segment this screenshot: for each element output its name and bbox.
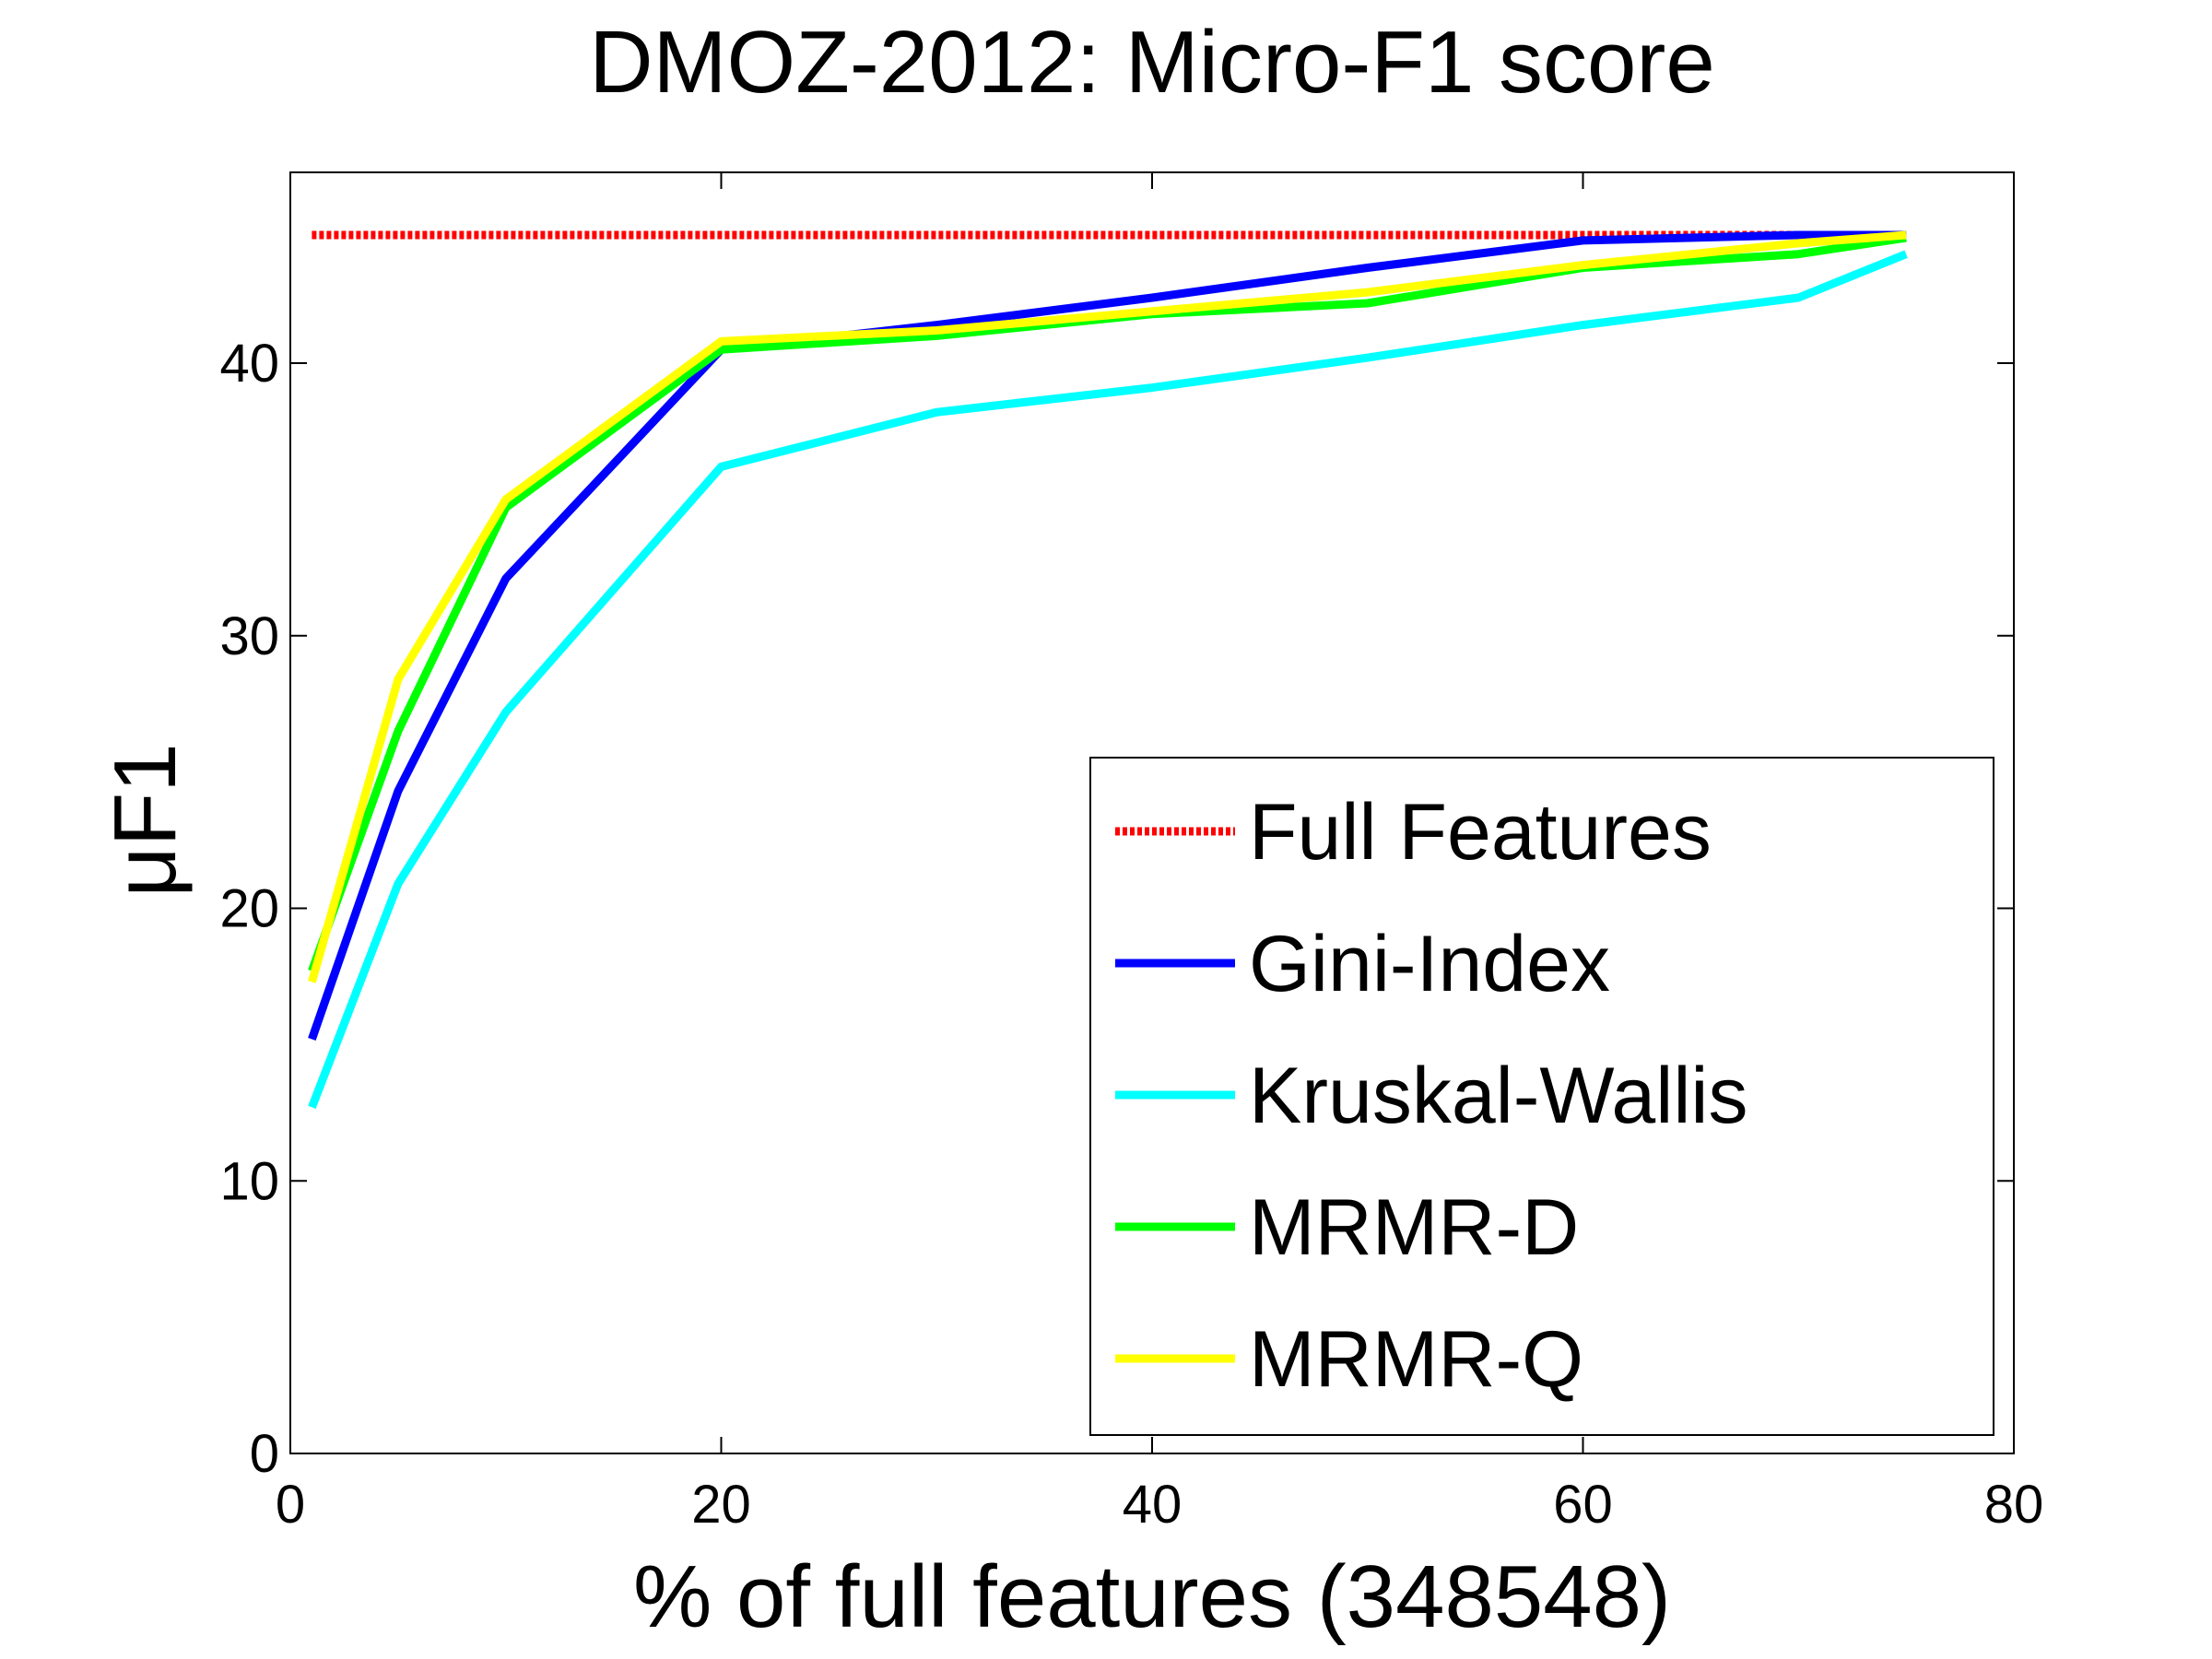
x-tick-label: 40: [1123, 1475, 1182, 1535]
legend: Full Features Gini-Index Kruskal-Wallis MRM…: [1089, 757, 1994, 1436]
plot-frame: [289, 171, 2015, 1454]
chart-title: DMOZ-2012: Micro-F1 score: [589, 13, 1715, 112]
series-line-gini-index: [308, 230, 1907, 1041]
y-axis-label: μF1: [96, 743, 194, 897]
x-tick-label: 80: [1984, 1475, 2044, 1535]
y-tick-label: 20: [219, 879, 279, 939]
axis-ticks: 0 20 40 60 80 0 10 20 30 40: [219, 172, 2043, 1535]
legend-label: MRMR-D: [1249, 1183, 1579, 1272]
series-line-kruskal-wallis: [308, 250, 1908, 1110]
x-tick-label: 60: [1553, 1475, 1613, 1535]
legend-label: Kruskal-Wallis: [1249, 1052, 1748, 1140]
y-tick-label: 30: [219, 606, 279, 666]
x-axis-label: % of full features (348548): [633, 1547, 1671, 1646]
x-tick-label: 20: [691, 1475, 751, 1535]
y-tick-label: 0: [250, 1424, 279, 1484]
y-tick-label: 10: [219, 1151, 279, 1211]
legend-box: [1089, 757, 1994, 1436]
x-tick-label: 0: [276, 1475, 305, 1535]
legend-label: Gini-Index: [1249, 920, 1610, 1008]
y-tick-label: 40: [219, 334, 279, 394]
legend-label: MRMR-Q: [1249, 1315, 1583, 1404]
legend-label: Full Features: [1249, 788, 1712, 877]
series-line-mrmr-q: [308, 230, 1907, 983]
data-series: [308, 230, 1908, 1110]
